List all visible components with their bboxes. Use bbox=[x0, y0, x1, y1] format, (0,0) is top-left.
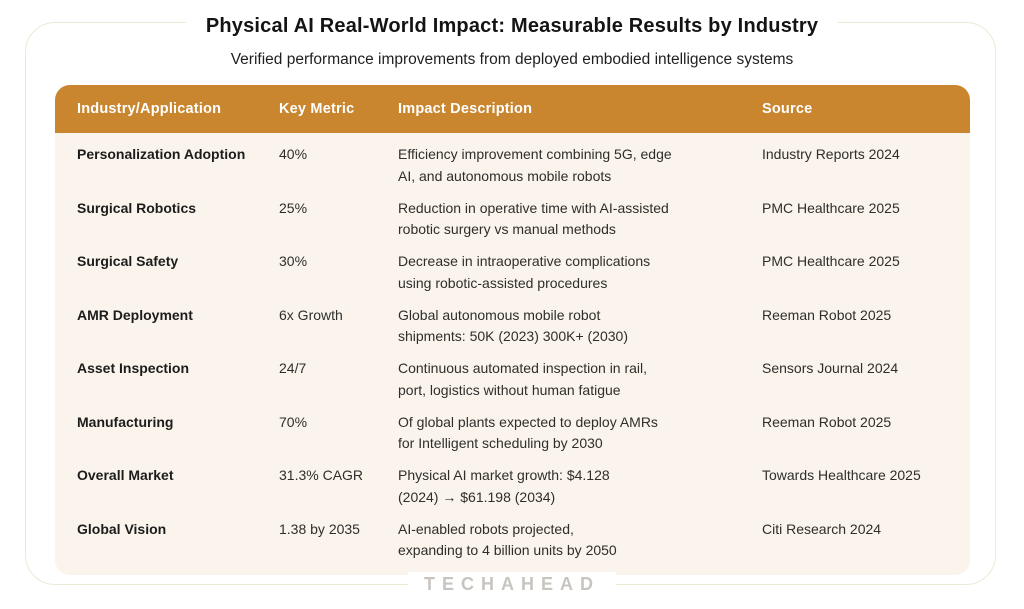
cell-industry: AMR Deployment bbox=[77, 306, 193, 323]
table-row: Overall Market 31.3% CAGR Physical AI ma… bbox=[55, 454, 970, 508]
cell-source: Sensors Journal 2024 bbox=[762, 360, 899, 376]
cell-metric: 6x Growth bbox=[279, 306, 343, 323]
column-header-industry: Industry/Application bbox=[77, 101, 222, 117]
cell-metric: 31.3% CAGR bbox=[279, 467, 364, 483]
cell-source: PMC Healthcare 2025 bbox=[762, 253, 900, 269]
table-row: Manufacturing 70% Of global plants expec… bbox=[55, 401, 970, 455]
cell-metric: 70% bbox=[279, 413, 308, 430]
cell-industry: Manufacturing bbox=[77, 413, 174, 430]
cell-source: Reeman Robot 2025 bbox=[762, 306, 892, 323]
page-subtitle: Verified performance improvements from d… bbox=[230, 51, 794, 68]
cell-industry: Surgical Robotics bbox=[77, 199, 197, 216]
cell-metric: 25% bbox=[279, 199, 308, 216]
cell-industry: Overall Market bbox=[77, 467, 174, 483]
cell-metric: 1.38 by 2035 bbox=[279, 520, 360, 537]
cell-source: Citi Research 2024 bbox=[762, 520, 882, 537]
cell-industry: Global Vision bbox=[77, 520, 167, 537]
table-row: Surgical Safety 30% Decrease in intraope… bbox=[55, 240, 970, 294]
cell-industry: Surgical Safety bbox=[77, 253, 179, 269]
cell-impact: Of global plants expected to deploy AMRs… bbox=[398, 413, 658, 452]
cell-impact: Continuous automated inspection in rail,… bbox=[398, 360, 648, 398]
cell-impact: Efficiency improvement combining 5G, edg… bbox=[398, 146, 672, 184]
techahead-logo: TECHAHEAD bbox=[407, 572, 617, 596]
table-body: Personalization Adoption 40% Efficiency … bbox=[55, 133, 970, 575]
table-row: Global Vision 1.38 by 2035 AI-enabled ro… bbox=[55, 508, 970, 562]
cell-source: Towards Healthcare 2025 bbox=[762, 467, 921, 483]
column-header-impact: Impact Description bbox=[398, 101, 533, 117]
cell-metric: 24/7 bbox=[279, 360, 307, 376]
table-row: Personalization Adoption 40% Efficiency … bbox=[55, 133, 970, 187]
cell-source: Industry Reports 2024 bbox=[762, 146, 900, 162]
cell-metric: 30% bbox=[279, 253, 308, 269]
column-header-metric: Key Metric bbox=[279, 101, 355, 117]
cell-impact: Physical AI market growth: $4.128 (2024)… bbox=[398, 467, 610, 505]
cell-industry: Personalization Adoption bbox=[77, 146, 246, 162]
table-header-row: Industry/Application Key Metric Impact D… bbox=[55, 85, 970, 133]
cell-impact: Decrease in intraoperative complications… bbox=[398, 253, 651, 291]
cell-impact: Reduction in operative time with AI-assi… bbox=[398, 199, 669, 238]
cell-metric: 40% bbox=[279, 146, 308, 162]
cell-impact: Global autonomous mobile robot shipments… bbox=[398, 306, 628, 345]
cell-source: PMC Healthcare 2025 bbox=[762, 199, 900, 216]
column-header-source: Source bbox=[762, 101, 813, 117]
cell-source: Reeman Robot 2025 bbox=[762, 413, 892, 430]
page-title: Physical AI Real-World Impact: Measurabl… bbox=[185, 13, 839, 39]
table-row: AMR Deployment 6x Growth Global autonomo… bbox=[55, 294, 970, 348]
cell-industry: Asset Inspection bbox=[77, 360, 190, 376]
table-row: Surgical Robotics 25% Reduction in opera… bbox=[55, 187, 970, 241]
impact-table: Industry/Application Key Metric Impact D… bbox=[55, 85, 970, 575]
cell-impact: AI-enabled robots projected, expanding t… bbox=[398, 520, 617, 559]
table-row: Asset Inspection 24/7 Continuous automat… bbox=[55, 347, 970, 401]
